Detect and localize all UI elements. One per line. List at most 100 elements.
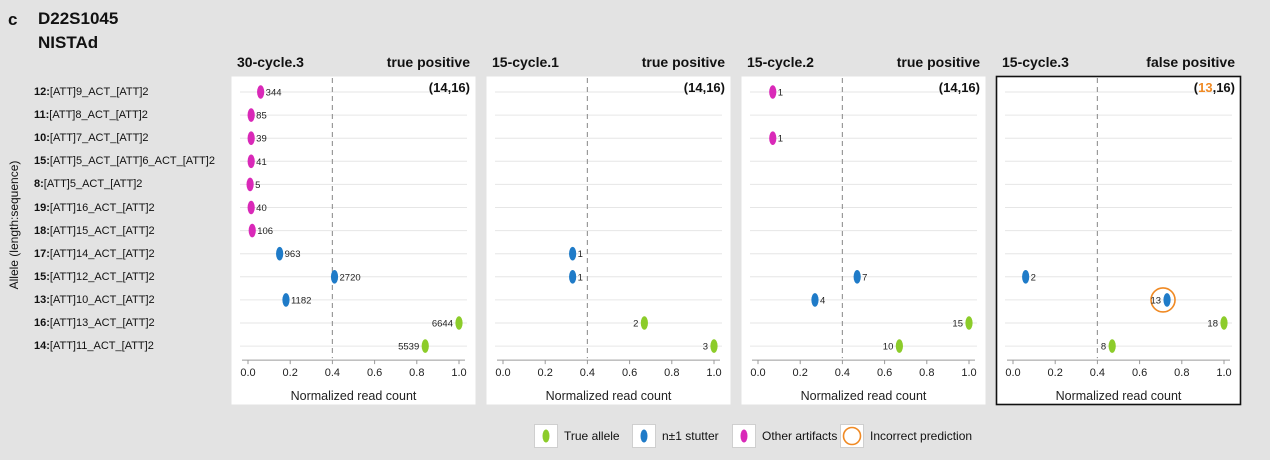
panel-status: false positive xyxy=(1146,54,1235,70)
panel-name: 15-cycle.3 xyxy=(1002,54,1069,70)
data-label: 6644 xyxy=(432,319,453,330)
legend: True allele n±1 stutter Other artifacts … xyxy=(534,422,984,452)
allele-length: 15: xyxy=(34,155,50,168)
x-tick-label: 0.0 xyxy=(240,367,255,379)
allele-sequence: [ATT]16_ACT_[ATT]2 xyxy=(49,201,155,214)
panel-plot: (14,16) 0.0 0.2 0.4 0.6 0.8 1.0 Normalized read… xyxy=(486,76,731,405)
allele-sequence: [ATT]8_ACT_[ATT]2 xyxy=(49,109,148,122)
data-point xyxy=(769,131,777,145)
x-tick-label: 1.0 xyxy=(451,367,466,379)
data-label: 10 xyxy=(883,342,894,353)
data-point xyxy=(247,200,255,215)
allele-label: 16:[ATT]13_ACT_[ATT]2 xyxy=(34,317,155,329)
allele-length: 8: xyxy=(34,178,44,191)
allele-sequence: [ATT]11_ACT_[ATT]2 xyxy=(49,340,154,353)
genotype-call: (14,16) xyxy=(939,80,980,95)
y-axis-label-wrap: Allele (length:sequence) xyxy=(0,90,28,360)
x-tick-label: 0.6 xyxy=(1132,367,1147,379)
data-point xyxy=(1022,270,1030,284)
x-axis-label: Normalized read count xyxy=(546,389,672,403)
legend-label: n±1 stutter xyxy=(662,429,719,443)
legend-true-allele: True allele xyxy=(534,422,620,450)
data-point xyxy=(276,246,284,261)
allele-length: 12: xyxy=(34,86,50,98)
data-label: 1 xyxy=(778,134,783,145)
x-tick-label: 0.2 xyxy=(1048,367,1063,379)
data-label: 963 xyxy=(285,249,301,260)
data-point xyxy=(853,270,861,284)
data-point xyxy=(1163,293,1171,307)
allele-sequence: [ATT]12_ACT_[ATT]2 xyxy=(49,270,155,283)
data-label: 40 xyxy=(256,203,267,214)
panel-status: true positive xyxy=(641,54,725,70)
allele-length: 15: xyxy=(34,270,50,283)
x-tick-label: 0.2 xyxy=(283,367,298,379)
x-tick-label: 0.4 xyxy=(325,367,340,379)
data-point xyxy=(282,293,290,307)
x-tick-label: 0.8 xyxy=(1174,367,1189,379)
x-tick-label: 0.4 xyxy=(580,367,595,379)
data-point xyxy=(965,316,973,330)
x-tick-label: 0.8 xyxy=(409,367,424,379)
allele-length: 18: xyxy=(34,224,50,237)
data-point xyxy=(640,316,648,330)
allele-sequence: [ATT]15_ACT_[ATT]2 xyxy=(49,224,155,237)
allele-sequence: [ATT]5_ACT_[ATT]6_ACT_[ATT]2 xyxy=(49,155,215,168)
data-label: 2720 xyxy=(340,272,361,283)
data-point xyxy=(569,246,577,261)
allele-label: 10:[ATT]7_ACT_[ATT]2 xyxy=(34,132,149,144)
panel-status: true positive xyxy=(896,54,980,70)
data-label: 1 xyxy=(578,272,583,283)
x-tick-label: 0.0 xyxy=(495,367,510,379)
data-label: 8 xyxy=(1101,342,1106,353)
allele-label: 13:[ATT]10_ACT_[ATT]2 xyxy=(34,294,155,306)
data-point xyxy=(1220,316,1228,330)
data-label: 1 xyxy=(778,88,783,99)
data-point xyxy=(769,85,777,99)
data-point xyxy=(330,270,339,284)
data-label: 3 xyxy=(703,342,708,353)
panel-background xyxy=(741,76,986,405)
stutter-swatch xyxy=(632,424,656,448)
allele-label: 15:[ATT]5_ACT_[ATT]6_ACT_[ATT]2 xyxy=(34,155,215,167)
allele-sequence: [ATT]7_ACT_[ATT]2 xyxy=(49,132,149,145)
legend-artifacts: Other artifacts xyxy=(732,422,837,450)
data-label: 15 xyxy=(952,319,963,330)
incorrect-prediction-marker xyxy=(1150,287,1176,313)
legend-label: Incorrect prediction xyxy=(870,429,973,443)
allele-label: 19:[ATT]16_ACT_[ATT]2 xyxy=(34,202,155,214)
x-tick-label: 1.0 xyxy=(961,367,976,379)
legend-incorrect: Incorrect prediction xyxy=(840,422,972,450)
data-point xyxy=(246,177,254,192)
x-tick-label: 0.2 xyxy=(793,367,808,379)
legend-label: Other artifacts xyxy=(762,429,838,443)
data-label: 1 xyxy=(578,249,583,260)
legend-stutter: n±1 stutter xyxy=(632,422,719,450)
genotype-call: (14,16) xyxy=(429,80,470,95)
x-tick-label: 0.4 xyxy=(835,367,850,379)
data-point xyxy=(248,223,256,238)
x-tick-label: 0.0 xyxy=(750,367,765,379)
x-tick-label: 0.2 xyxy=(538,367,553,379)
data-label: 2 xyxy=(1031,272,1036,283)
incorrect-swatch xyxy=(840,424,864,448)
data-label: 344 xyxy=(266,88,282,99)
panel-name: 15-cycle.2 xyxy=(747,54,814,70)
data-label: 5539 xyxy=(398,342,419,353)
allele-sequence: [ATT]13_ACT_[ATT]2 xyxy=(49,317,155,329)
allele-sequence: [ATT]5_ACT_[ATT]2 xyxy=(43,178,143,191)
x-tick-label: 0.6 xyxy=(367,367,382,379)
allele-length: 17: xyxy=(34,247,50,260)
data-point xyxy=(1108,339,1116,353)
allele-length: 10: xyxy=(34,132,50,145)
panel-name: 30-cycle.3 xyxy=(237,54,304,70)
panel-plot: (14,16) 0.0 0.2 0.4 0.6 0.8 1.0 Normalized read… xyxy=(741,76,986,405)
panel-name: 15-cycle.1 xyxy=(492,54,559,70)
x-axis-label: Normalized read count xyxy=(1056,389,1182,403)
locus-title: D22S1045 xyxy=(38,9,119,28)
panel-plot: (13,16) 0.0 0.2 0.4 0.6 0.8 1.0 Normalized read… xyxy=(995,75,1242,406)
data-label: 41 xyxy=(256,157,267,168)
data-point xyxy=(421,339,429,353)
panel-label: c xyxy=(8,10,18,29)
genotype-call: (13,16) xyxy=(1194,80,1235,95)
